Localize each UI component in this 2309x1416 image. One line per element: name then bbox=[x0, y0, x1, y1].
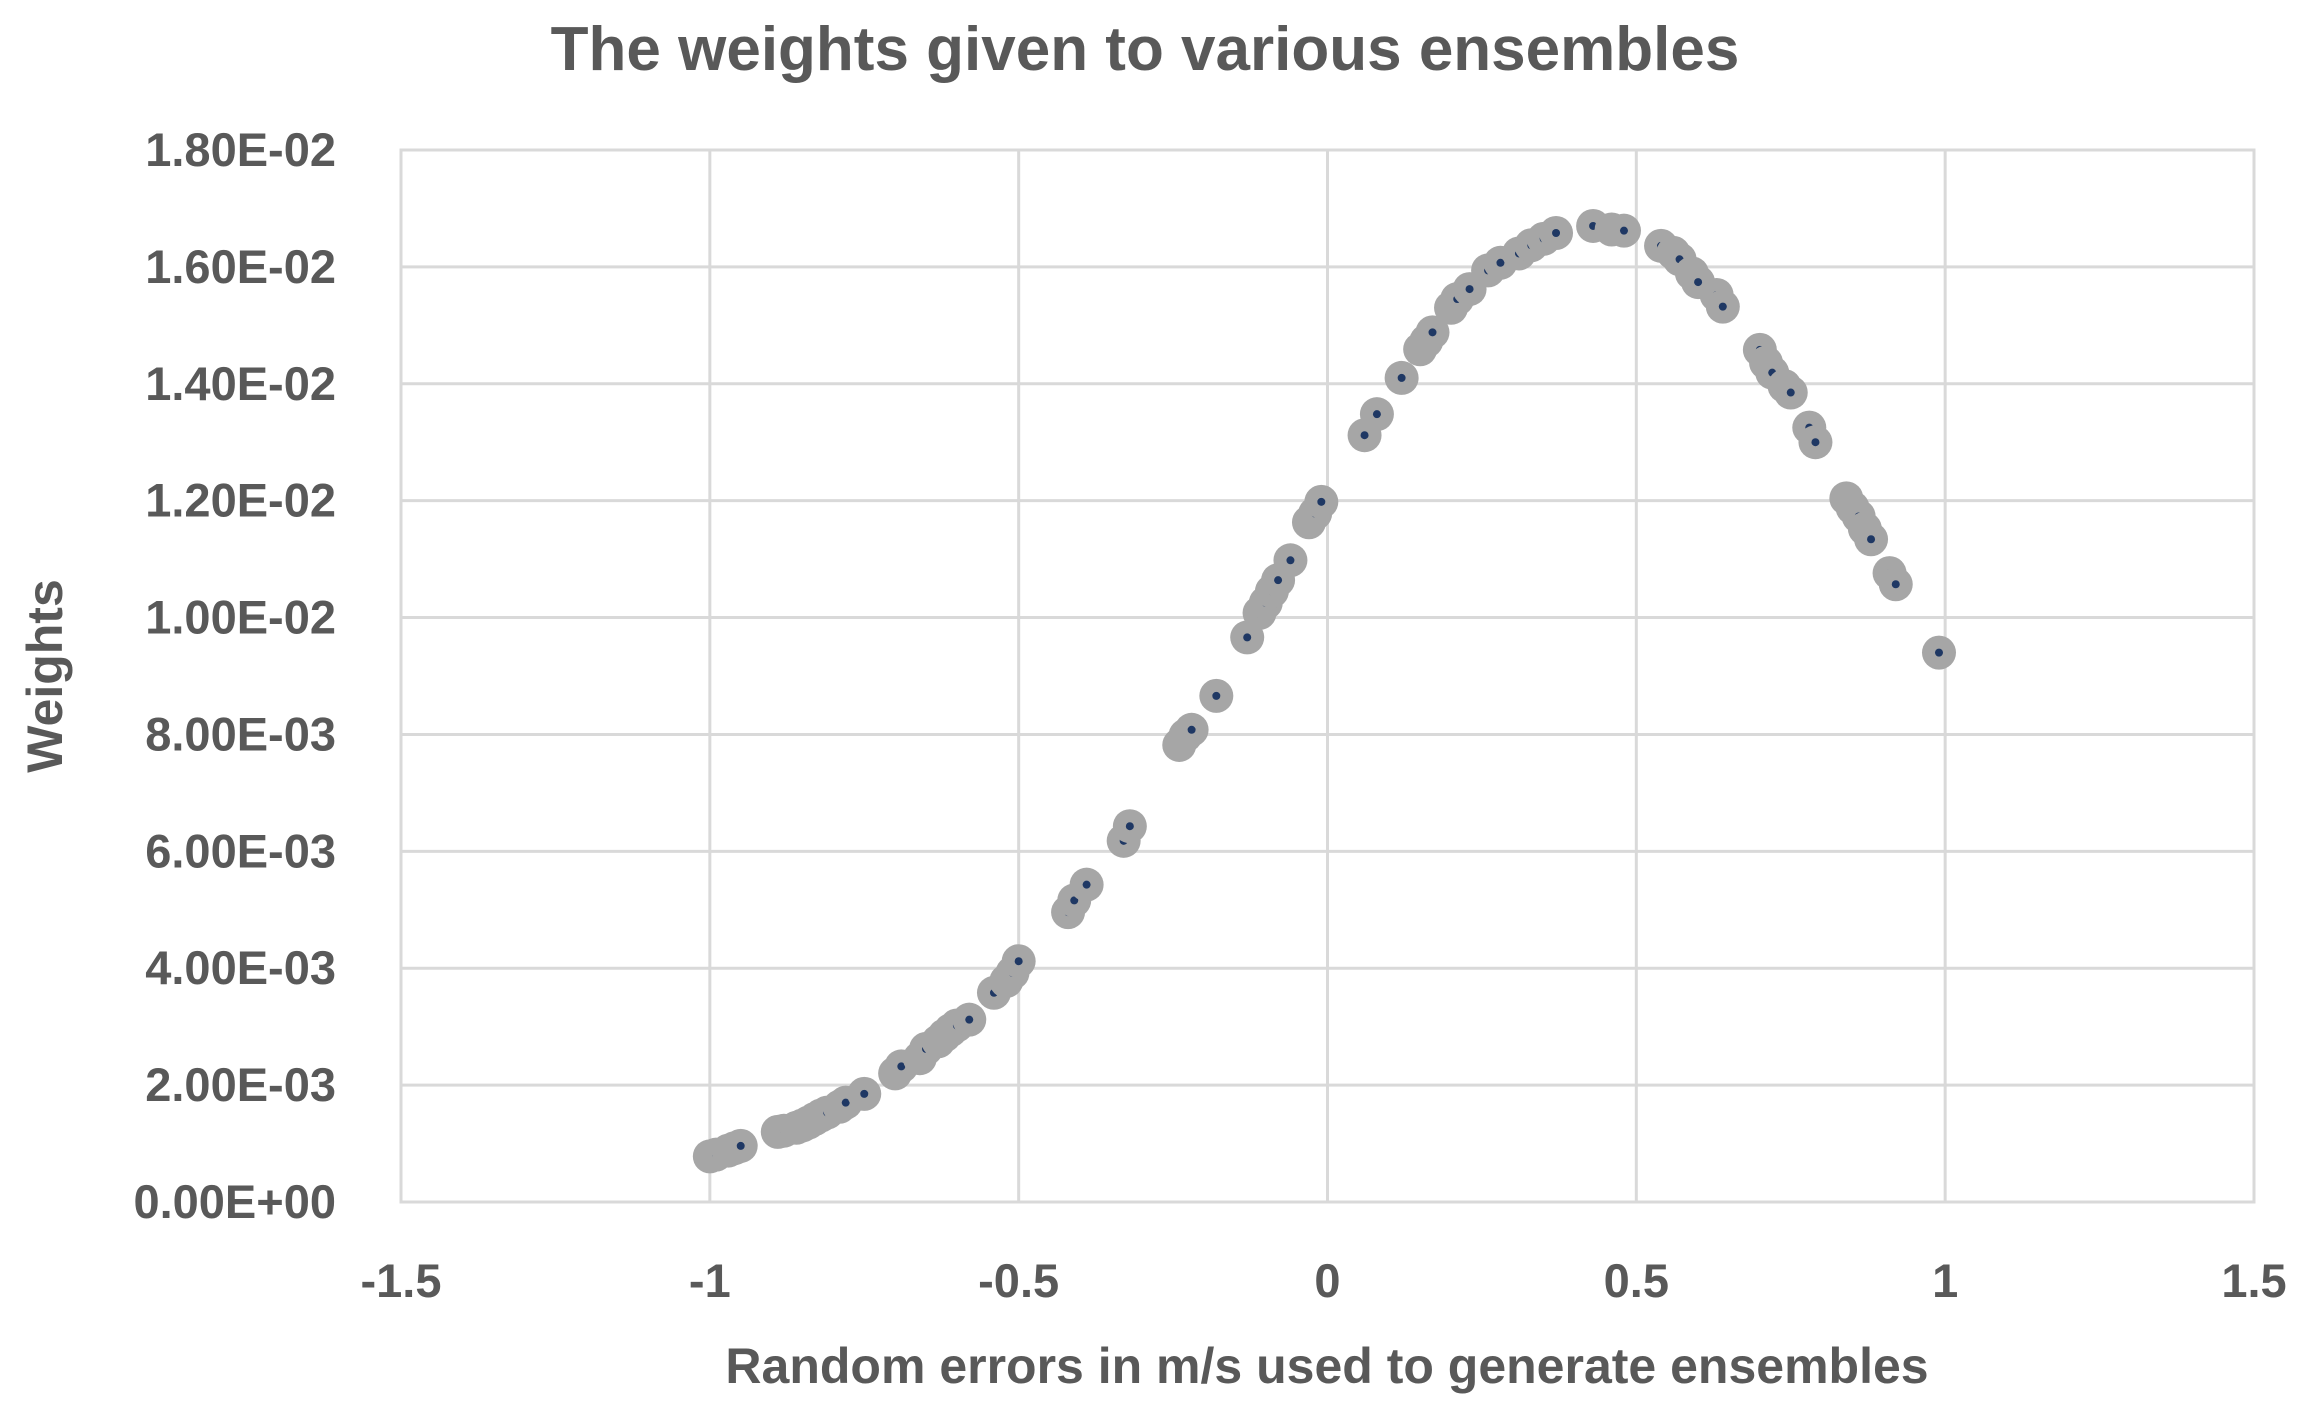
y-tick-label: 1.00E-02 bbox=[145, 591, 336, 644]
data-point-center bbox=[1317, 497, 1326, 506]
data-point-center bbox=[1212, 691, 1221, 700]
data-point bbox=[1112, 809, 1147, 844]
data-point-center bbox=[860, 1089, 869, 1098]
x-tick-label: 1.5 bbox=[2221, 1254, 2286, 1307]
data-point bbox=[1273, 543, 1308, 578]
data-point bbox=[1921, 635, 1956, 670]
data-point-center bbox=[1465, 285, 1474, 294]
data-point-center bbox=[965, 1015, 974, 1024]
data-point bbox=[1878, 567, 1913, 602]
data-point-center bbox=[1360, 431, 1369, 440]
data-point-center bbox=[1070, 896, 1079, 905]
data-point-center bbox=[841, 1098, 850, 1107]
data-point bbox=[1359, 397, 1394, 432]
data-point-center bbox=[897, 1062, 906, 1071]
y-tick-label: 1.40E-02 bbox=[145, 357, 336, 410]
data-point-center bbox=[1867, 535, 1876, 544]
x-tick-label: -1 bbox=[689, 1254, 731, 1307]
data-point-center bbox=[1619, 226, 1628, 235]
x-axis-title: Random errors in m/s used to generate en… bbox=[725, 1338, 1928, 1394]
data-point-center bbox=[1811, 438, 1820, 447]
data-point bbox=[1773, 375, 1808, 410]
y-tick-label: 1.20E-02 bbox=[145, 474, 336, 527]
x-tick-label: 1 bbox=[1932, 1254, 1958, 1307]
data-point bbox=[1384, 360, 1419, 395]
data-point bbox=[1304, 484, 1339, 519]
y-axis-title: Weights bbox=[17, 579, 73, 773]
data-point-center bbox=[1372, 410, 1381, 419]
data-point bbox=[1001, 944, 1036, 979]
data-point-center bbox=[1187, 725, 1196, 734]
y-tick-label: 1.80E-02 bbox=[145, 123, 336, 176]
data-point bbox=[1539, 215, 1574, 250]
data-points bbox=[692, 208, 1956, 1174]
plot-area-border bbox=[399, 148, 2256, 1204]
y-tick-label: 1.60E-02 bbox=[145, 240, 336, 293]
axis-ticks: 0.00E+00 2.00E-03 4.00E-03 6.00E-03 8.00E-03… bbox=[133, 123, 2286, 1307]
data-point bbox=[1705, 289, 1740, 324]
data-point-center bbox=[1891, 580, 1900, 589]
data-point-center bbox=[1718, 302, 1727, 311]
y-tick-label: 6.00E-03 bbox=[145, 824, 336, 877]
data-point-center bbox=[1274, 576, 1283, 585]
data-point-center bbox=[1397, 373, 1406, 382]
data-point-center bbox=[1428, 328, 1437, 337]
x-tick-label: 0 bbox=[1314, 1254, 1340, 1307]
x-tick-label: -0.5 bbox=[978, 1254, 1059, 1307]
data-point-center bbox=[1286, 556, 1295, 565]
data-point bbox=[1415, 315, 1450, 350]
data-point-center bbox=[1694, 278, 1703, 287]
y-tick-label: 2.00E-03 bbox=[145, 1058, 336, 1111]
data-point bbox=[1854, 522, 1889, 557]
grid bbox=[399, 148, 2256, 1204]
data-point bbox=[1199, 678, 1234, 713]
y-tick-label: 0.00E+00 bbox=[133, 1175, 336, 1228]
data-point bbox=[952, 1002, 987, 1037]
data-point-center bbox=[1934, 648, 1943, 657]
data-point bbox=[847, 1076, 882, 1111]
data-point-center bbox=[1496, 258, 1505, 267]
data-point bbox=[1606, 213, 1641, 248]
data-point-center bbox=[1014, 957, 1023, 966]
data-point-center bbox=[1786, 388, 1795, 397]
y-tick-label: 8.00E-03 bbox=[145, 707, 336, 760]
data-point bbox=[1174, 712, 1209, 747]
x-tick-label: 0.5 bbox=[1604, 1254, 1669, 1307]
data-point bbox=[1069, 867, 1104, 902]
data-point-center bbox=[1552, 228, 1561, 237]
x-tick-label: -1.5 bbox=[361, 1254, 442, 1307]
data-point bbox=[723, 1128, 758, 1163]
data-point-center bbox=[1082, 880, 1091, 889]
data-point-center bbox=[1125, 822, 1134, 831]
data-point bbox=[1798, 425, 1833, 460]
data-point-center bbox=[736, 1141, 745, 1150]
y-tick-label: 4.00E-03 bbox=[145, 941, 336, 994]
chart-title: The weights given to various ensembles bbox=[551, 15, 1740, 84]
data-point-center bbox=[1243, 633, 1252, 642]
